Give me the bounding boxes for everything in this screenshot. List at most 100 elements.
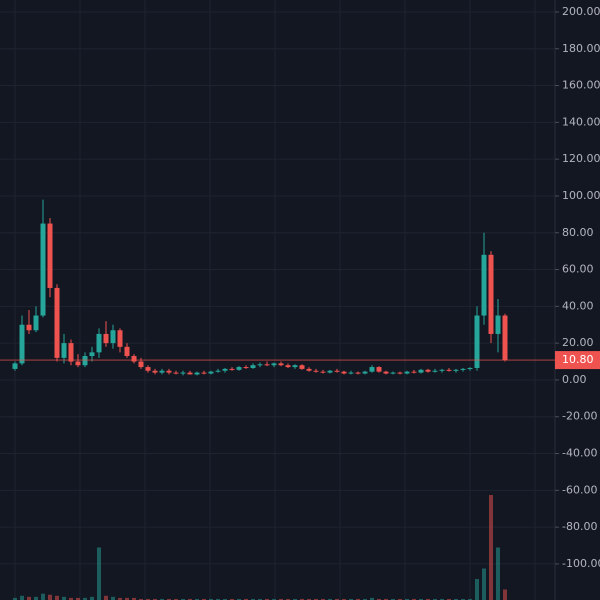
- candle-body: [173, 372, 179, 374]
- candle-body: [201, 372, 207, 374]
- y-tick-label: 180.00: [562, 42, 600, 55]
- candle-body: [404, 371, 410, 374]
- volume-bar: [202, 598, 206, 600]
- candle-body: [145, 367, 151, 371]
- volume-bar: [237, 598, 241, 600]
- candle-body: [194, 372, 200, 375]
- candle-body: [229, 368, 235, 370]
- volume-bar: [384, 598, 388, 600]
- volume-bar: [97, 547, 101, 600]
- volume-bar: [440, 598, 444, 600]
- candle-body: [47, 223, 53, 288]
- y-tick-label: 20.00: [562, 336, 594, 349]
- candle-body: [397, 372, 403, 374]
- volume-bar: [314, 598, 318, 600]
- volume-bar: [447, 598, 451, 600]
- candle-body: [96, 333, 102, 353]
- candle-body: [131, 356, 137, 362]
- candle-body: [54, 287, 60, 358]
- volume-bar: [90, 596, 94, 600]
- volume-bar: [83, 597, 87, 600]
- volume-bar: [111, 596, 115, 600]
- volume-bar: [335, 598, 339, 600]
- candle-body: [180, 372, 186, 374]
- candle-body: [110, 330, 116, 344]
- volume-bar: [244, 598, 248, 600]
- volume-bar: [272, 598, 276, 600]
- volume-bar: [419, 598, 423, 600]
- candle-body: [75, 361, 81, 366]
- volume-bar: [48, 594, 52, 600]
- candle-body: [313, 370, 319, 372]
- candle-body: [481, 254, 487, 316]
- candle-body: [103, 333, 109, 344]
- candle-body: [460, 368, 466, 370]
- volume-bar: [363, 598, 367, 600]
- volume-bar: [433, 598, 437, 600]
- volume-bar: [293, 598, 297, 600]
- candle-body: [425, 369, 431, 372]
- candle-body: [166, 370, 172, 373]
- volume-bar: [426, 598, 430, 600]
- volume-bar: [496, 547, 500, 600]
- volume-bar: [391, 598, 395, 600]
- volume-bar: [188, 598, 192, 600]
- volume-bar: [146, 598, 150, 600]
- volume-bar: [258, 598, 262, 600]
- volume-bar: [20, 595, 24, 600]
- y-tick-label: -100.00: [562, 557, 600, 570]
- y-tick-label: 60.00: [562, 263, 594, 276]
- volume-bar: [167, 598, 171, 600]
- volume-bar: [230, 598, 234, 600]
- candle-body: [432, 370, 438, 372]
- volume-bar: [377, 598, 381, 600]
- y-tick-label: -60.00: [562, 483, 597, 496]
- volume-bar: [125, 597, 129, 600]
- candle-body: [138, 361, 144, 368]
- candle-body: [264, 364, 270, 366]
- volume-bar: [328, 598, 332, 600]
- candle-body: [292, 365, 298, 368]
- candle-body: [250, 365, 256, 368]
- last-price-label: 10.80: [562, 353, 594, 366]
- volume-bar: [454, 598, 458, 600]
- volume-bar: [132, 597, 136, 600]
- volume-bar: [356, 598, 360, 600]
- candle-body: [159, 370, 165, 373]
- candle-body: [257, 364, 263, 366]
- candle-body: [327, 370, 333, 373]
- volume-bar: [489, 495, 493, 600]
- y-tick-label: 140.00: [562, 115, 600, 128]
- y-tick-label: -40.00: [562, 447, 597, 460]
- volume-bar: [160, 598, 164, 600]
- grid: [0, 0, 555, 600]
- candle-body: [12, 363, 18, 369]
- candle-body: [89, 352, 95, 357]
- candle-body: [383, 371, 389, 374]
- volume-bar: [370, 597, 374, 600]
- volume-bar: [209, 598, 213, 600]
- candle-body: [355, 372, 361, 374]
- volume-bar: [34, 596, 38, 600]
- volume-bar: [223, 598, 227, 600]
- candle-body: [334, 370, 340, 372]
- volume-bar: [195, 598, 199, 600]
- y-tick-label: 200.00: [562, 5, 600, 18]
- candle-body: [61, 343, 67, 358]
- volume-bar: [307, 598, 311, 600]
- candle-body: [418, 369, 424, 373]
- y-tick-label: 100.00: [562, 189, 600, 202]
- volume-bar: [27, 596, 31, 600]
- candle-body: [376, 367, 382, 372]
- candle-body: [362, 371, 368, 374]
- volume-bar: [104, 595, 108, 600]
- last-price-box: [555, 351, 600, 370]
- candle-body: [453, 369, 459, 371]
- candle-body: [243, 367, 249, 369]
- volume-bar: [265, 598, 269, 600]
- candle-body: [299, 365, 305, 369]
- volume-bar: [349, 598, 353, 600]
- y-tick-label: 0.00: [562, 373, 587, 386]
